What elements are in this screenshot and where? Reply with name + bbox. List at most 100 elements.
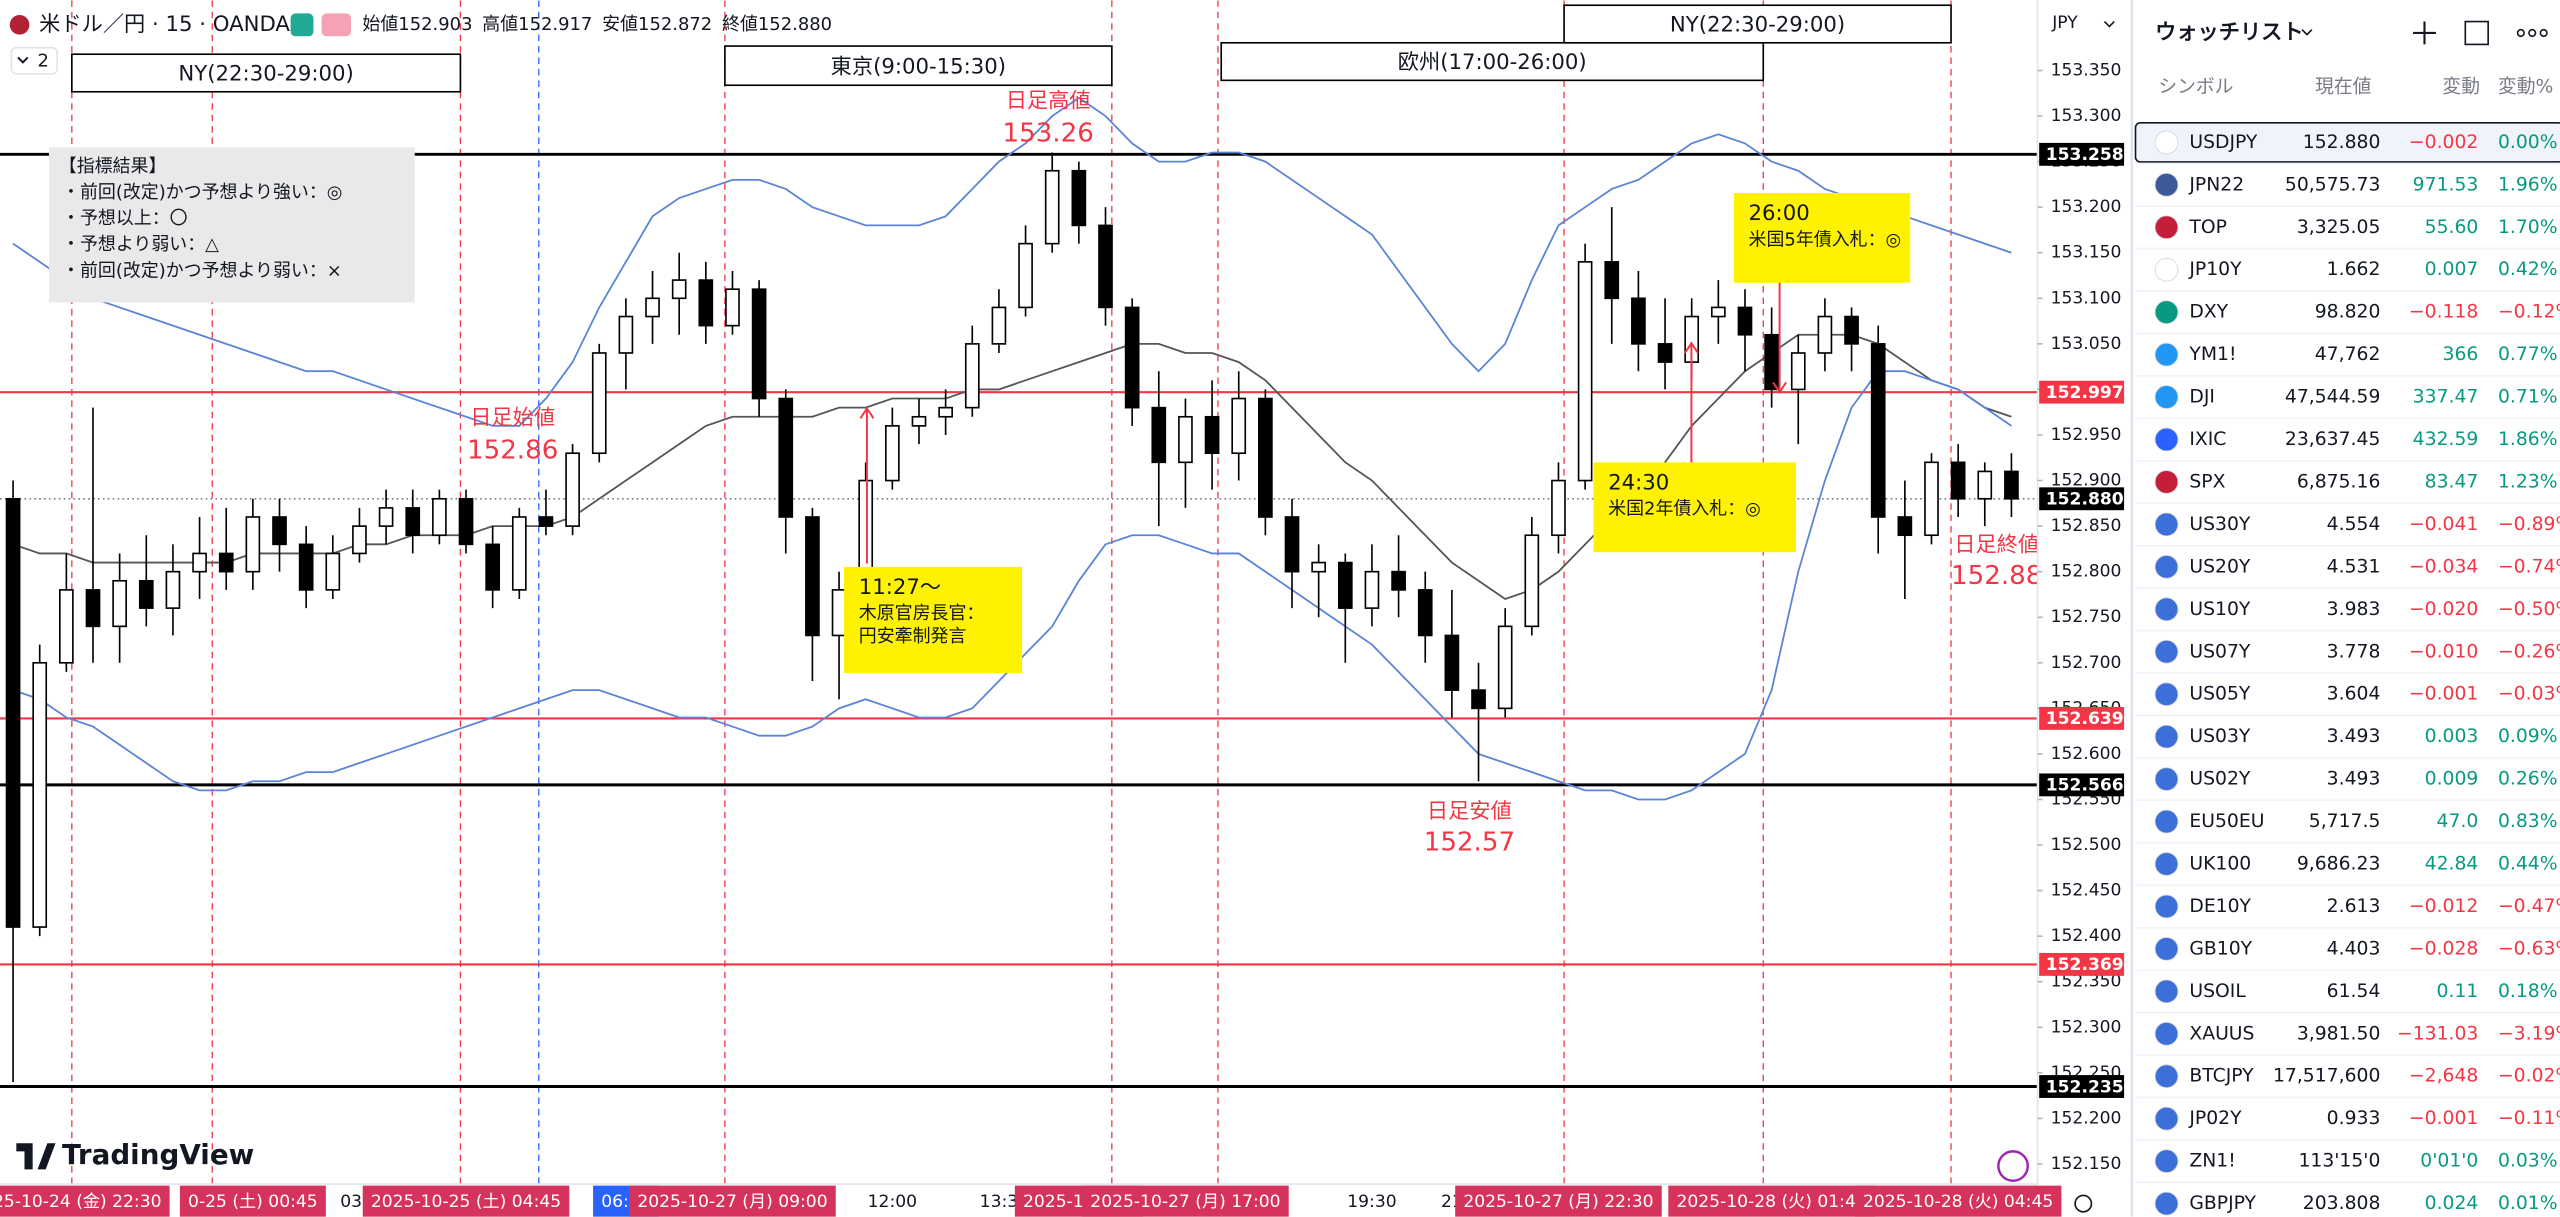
price-note-label: 日足安値 xyxy=(1427,799,1512,824)
price: 47,544.59 xyxy=(2285,387,2381,408)
change-percent: 0.44% xyxy=(2498,854,2558,875)
change-percent: 0.71% xyxy=(2498,387,2558,408)
chevron xyxy=(17,56,29,64)
y-tick-label: 152.800 xyxy=(2051,562,2122,582)
add-icon[interactable] xyxy=(2413,21,2436,45)
candle-body xyxy=(645,297,660,318)
session-label: 欧州(17:00-26:00) xyxy=(1398,50,1587,75)
candle-body xyxy=(1044,169,1060,245)
candle-body xyxy=(565,452,580,527)
layout-icon[interactable] xyxy=(2464,20,2489,46)
x-tick-label: 2025-10-27 (月) 09:00 xyxy=(637,1192,827,1212)
event-time: 24:30 xyxy=(1608,471,1669,496)
symbol[interactable]: XAUUS xyxy=(2189,1023,2254,1044)
symbol[interactable]: BTCJPY xyxy=(2189,1066,2254,1087)
price: 4.403 xyxy=(2327,938,2381,959)
symbol-icon xyxy=(2154,470,2179,494)
change: −0.001 xyxy=(2409,684,2478,705)
symbol[interactable]: US02Y xyxy=(2189,769,2251,790)
x-tick-label: 2025-10-25 (土) 04:45 xyxy=(371,1192,561,1212)
selected-row[interactable] xyxy=(2134,121,2560,163)
symbol[interactable]: EU50EU xyxy=(2189,811,2264,832)
settings-icon[interactable] xyxy=(2074,1194,2093,1213)
symbol[interactable]: UK100 xyxy=(2189,854,2251,875)
price: 98.820 xyxy=(2315,302,2381,323)
axis-unit: JPY xyxy=(2051,13,2078,33)
x-tick-label: 2025-10-24 (金) 22:30 xyxy=(0,1192,161,1212)
y-tick-label: 152.750 xyxy=(2051,607,2122,627)
symbol[interactable]: US07Y xyxy=(2189,641,2251,662)
candle-body xyxy=(1950,461,1966,500)
watchlist-bg xyxy=(2130,0,2560,1217)
more-icon[interactable] xyxy=(2539,28,2548,38)
price-note-value: 153.26 xyxy=(1002,119,1093,149)
y-tick-label: 152.900 xyxy=(2051,471,2122,491)
brand-logo xyxy=(16,1143,56,1170)
symbol[interactable]: DE10Y xyxy=(2189,896,2251,917)
session-box xyxy=(71,53,462,93)
change: 83.47 xyxy=(2425,471,2479,492)
symbol[interactable]: GB10Y xyxy=(2189,938,2252,959)
price-tag-label: 152.235 xyxy=(2046,1077,2124,1097)
symbol[interactable]: USDJPY xyxy=(2189,132,2258,153)
symbol[interactable]: JPN22 xyxy=(2188,174,2244,195)
indicator-toggle[interactable] xyxy=(10,46,58,75)
candle-body xyxy=(671,279,687,300)
time-axis: 2025-10-24 (金) 22:300-25 (土) 00:4503:020… xyxy=(0,1183,2062,1217)
column-header: 現在値 xyxy=(2315,75,2372,97)
price-note-label: 日足終値 xyxy=(1954,533,2039,558)
ohlc-value: 高値152.917 xyxy=(482,14,592,35)
change-percent: 0.77% xyxy=(2498,344,2558,365)
symbol[interactable]: DJI xyxy=(2189,387,2215,408)
change: −0.020 xyxy=(2409,599,2478,620)
candle-body xyxy=(32,661,48,928)
symbol[interactable]: GBPJPY xyxy=(2189,1193,2256,1214)
candle-body xyxy=(1924,461,1939,537)
more-icon[interactable] xyxy=(2528,28,2537,38)
symbol-icon xyxy=(2154,852,2179,876)
symbol[interactable]: ZN1! xyxy=(2189,1151,2235,1172)
symbol-icon xyxy=(2154,682,2179,707)
symbol[interactable]: JP02Y xyxy=(2188,1108,2242,1129)
more-icon[interactable] xyxy=(2516,28,2525,38)
overlay-layer: NY(22:30-29:00) 東京(9:00-15:30) 欧州(17:00-26… xyxy=(9,4,2042,1182)
y-tick-label: 152.400 xyxy=(2051,926,2122,946)
symbol[interactable]: USOIL xyxy=(2189,981,2246,1002)
symbol[interactable]: US30Y xyxy=(2189,514,2251,535)
change-percent: 0.09% xyxy=(2498,726,2558,747)
price: 5,717.5 xyxy=(2309,811,2381,832)
y-tick-label: 153.150 xyxy=(2051,243,2122,263)
change-percent: −0.63% xyxy=(2498,938,2560,959)
change-percent: 0.01% xyxy=(2498,1193,2558,1214)
candle-body xyxy=(1737,306,1753,336)
candle-body xyxy=(1337,561,1353,609)
candle-body xyxy=(192,552,207,573)
symbol[interactable]: SPX xyxy=(2189,471,2225,492)
candle-body xyxy=(218,552,234,573)
event-text: 木原官房長官： xyxy=(859,603,985,624)
symbol[interactable]: TOP xyxy=(2188,217,2227,238)
symbol[interactable]: US10Y xyxy=(2189,599,2251,620)
symbol[interactable]: IXIC xyxy=(2189,429,2226,450)
candle-body xyxy=(511,516,527,591)
candle-body xyxy=(831,589,847,637)
candle-body xyxy=(1631,297,1646,345)
symbol[interactable]: YM1! xyxy=(2188,344,2236,365)
symbol[interactable]: US05Y xyxy=(2189,684,2251,705)
watchlist-title[interactable]: ウォッチリスト xyxy=(2155,20,2304,45)
y-tick-label: 152.850 xyxy=(2051,516,2122,536)
change-percent: 1.96% xyxy=(2498,174,2558,195)
symbol[interactable]: JP10Y xyxy=(2188,259,2242,280)
symbol[interactable]: US20Y xyxy=(2189,556,2251,577)
legend-box xyxy=(48,147,415,303)
candle-body xyxy=(5,497,21,928)
session-box xyxy=(1563,4,1952,44)
price-tag xyxy=(2039,706,2125,730)
change: 0.11 xyxy=(2437,981,2479,1002)
indicator-count: 2 xyxy=(38,51,49,72)
y-tick-label: 152.300 xyxy=(2051,1017,2122,1037)
symbol[interactable]: DXY xyxy=(2189,302,2228,323)
symbol[interactable]: US03Y xyxy=(2189,726,2251,747)
time-label-bg xyxy=(1082,1185,1289,1217)
